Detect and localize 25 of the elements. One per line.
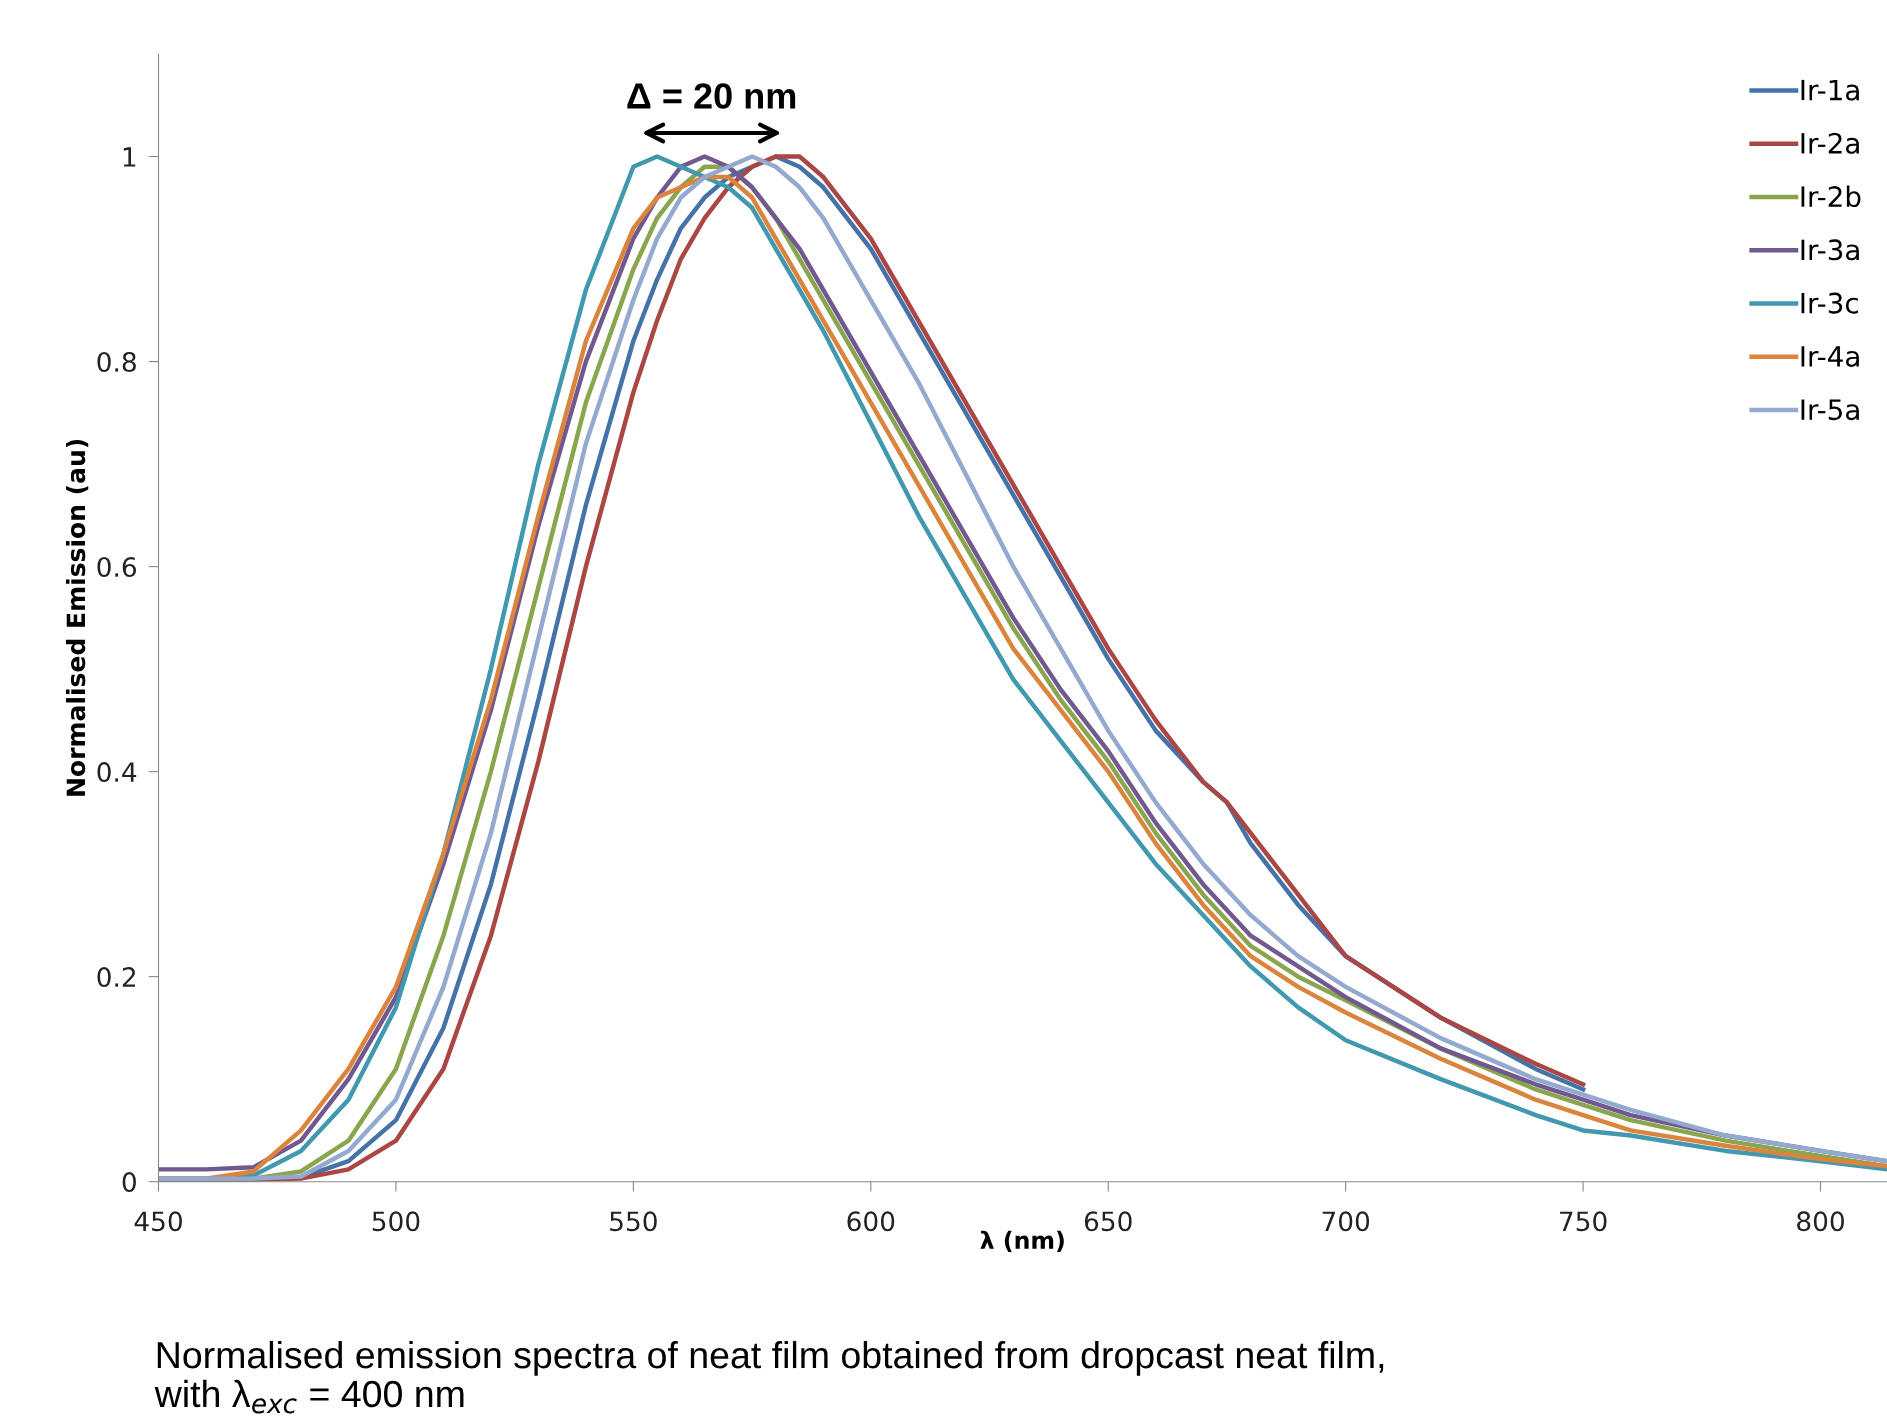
y-axis-title: Normalised Emission (au) — [65, 439, 89, 796]
x-tick-label: 450 — [134, 1211, 182, 1232]
y-tick-label: 0.6 — [97, 557, 137, 577]
legend-label: Ir-2a — [1801, 132, 1859, 154]
legend-label: Ir-3a — [1801, 239, 1859, 261]
x-tick-label: 550 — [610, 1211, 657, 1232]
y-tick-label: 0.8 — [97, 352, 136, 372]
x-tick-label: 800 — [1797, 1211, 1844, 1232]
y-tick-label: 0.2 — [97, 967, 136, 988]
x-tick-label: 750 — [1560, 1211, 1607, 1232]
legend-label: Ir-5a — [1801, 399, 1859, 421]
text: Normalised emission spectra of neat film obtained from dropcast neat film, with λ$_{exc}$ = 400 nm — [154, 1340, 1384, 1414]
legend-label: Ir-2b — [1801, 185, 1861, 208]
annotation: Δ = 20 nm — [627, 83, 796, 109]
legend-label: Ir-4a — [1801, 346, 1859, 367]
x-tick-label: 600 — [847, 1211, 895, 1232]
y-tick-label: 0.4 — [97, 762, 137, 783]
y-tick-label: 0 — [122, 1172, 136, 1193]
x-tick-label: 650 — [1084, 1211, 1132, 1232]
legend-label: Ir-1a — [1801, 79, 1859, 101]
x-axis-title: λ (nm) — [980, 1230, 1064, 1252]
legend-label: Ir-3c — [1801, 292, 1858, 314]
x-tick-label: 700 — [1322, 1211, 1370, 1232]
y-tick-label: 1 — [123, 147, 136, 167]
x-tick-label: 500 — [372, 1211, 420, 1232]
